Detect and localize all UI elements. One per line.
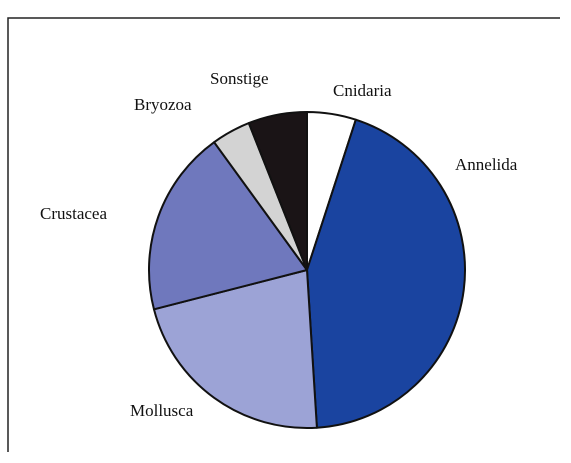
slice-label-sonstige: Sonstige <box>210 69 269 88</box>
pie-slice-annelida <box>306 118 467 429</box>
pie-slice-mollusca <box>152 269 318 430</box>
slice-label-cnidaria: Cnidaria <box>333 81 392 100</box>
slice-label-crustacea: Crustacea <box>40 204 107 223</box>
pie-slices <box>147 111 467 430</box>
pie-slice-sonstige <box>247 111 308 271</box>
pie-labels: Cnidaria Annelida Mollusca Crustacea Bryozoa… <box>40 69 518 420</box>
chart-frame <box>7 17 560 452</box>
slice-label-mollusca: Mollusca <box>130 401 194 420</box>
slice-label-annelida: Annelida <box>455 155 518 174</box>
slice-label-bryozoa: Bryozoa <box>134 95 192 114</box>
pie-slice-crustacea <box>147 141 308 311</box>
